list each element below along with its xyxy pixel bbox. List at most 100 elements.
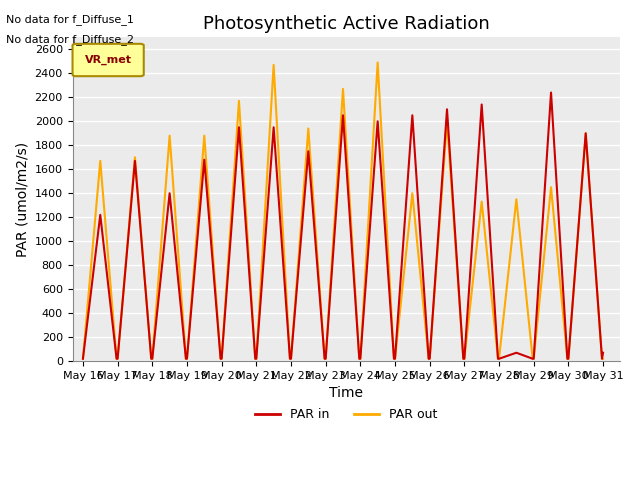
PAR in xyxy=(200,157,208,163)
PAR in xyxy=(563,356,571,361)
PAR out xyxy=(494,356,502,361)
PAR in xyxy=(270,124,278,130)
PAR in xyxy=(339,112,347,118)
PAR in xyxy=(443,107,451,112)
PAR in xyxy=(148,356,156,361)
PAR out xyxy=(391,356,399,361)
PAR in xyxy=(305,148,312,154)
PAR out xyxy=(582,131,589,136)
PAR out xyxy=(217,356,225,361)
PAR out xyxy=(599,356,607,361)
PAR out xyxy=(200,133,208,139)
PAR in xyxy=(374,119,381,124)
PAR out xyxy=(425,356,433,361)
PAR in xyxy=(79,356,87,361)
PAR in xyxy=(183,356,191,361)
PAR in xyxy=(321,356,328,361)
PAR in xyxy=(598,356,606,361)
PAR in xyxy=(391,356,399,361)
PAR out xyxy=(131,155,139,160)
PAR in xyxy=(495,356,503,361)
PAR in xyxy=(114,356,122,361)
PAR out xyxy=(564,356,572,361)
PAR in xyxy=(147,356,155,361)
PAR out xyxy=(287,356,295,361)
PAR out xyxy=(322,356,330,361)
PAR out xyxy=(113,356,120,361)
Title: Photosynthetic Active Radiation: Photosynthetic Active Radiation xyxy=(203,15,490,33)
PAR out xyxy=(270,62,278,68)
PAR in xyxy=(426,356,433,361)
PAR out xyxy=(148,356,156,361)
PAR out xyxy=(355,356,363,361)
PAR in xyxy=(252,356,259,361)
PAR in xyxy=(355,356,363,361)
Line: PAR out: PAR out xyxy=(83,62,603,359)
PAR out xyxy=(461,356,468,361)
Text: No data for f_Diffuse_1: No data for f_Diffuse_1 xyxy=(6,14,134,25)
PAR out xyxy=(339,86,347,92)
PAR out xyxy=(460,356,467,361)
PAR in xyxy=(218,356,225,361)
PAR out xyxy=(114,356,122,361)
PAR in xyxy=(356,356,364,361)
PAR out xyxy=(286,356,294,361)
Line: PAR in: PAR in xyxy=(83,93,603,359)
Text: No data for f_Diffuse_2: No data for f_Diffuse_2 xyxy=(6,34,134,45)
PAR out xyxy=(182,356,189,361)
PAR out xyxy=(305,126,312,132)
PAR out xyxy=(97,158,104,164)
PAR in xyxy=(408,112,416,118)
PAR in xyxy=(113,356,120,361)
PAR in xyxy=(182,356,189,361)
PAR out xyxy=(183,356,191,361)
PAR out xyxy=(79,356,87,361)
PAR in xyxy=(530,356,538,361)
PAR in xyxy=(460,356,467,361)
PAR out xyxy=(530,356,538,361)
PAR out xyxy=(563,356,571,361)
PAR out xyxy=(390,356,398,361)
PAR out xyxy=(356,356,364,361)
PAR in xyxy=(217,356,225,361)
PAR out xyxy=(374,60,381,65)
PAR in xyxy=(425,356,433,361)
PAR in xyxy=(599,350,607,356)
PAR in xyxy=(235,124,243,130)
PAR out xyxy=(166,133,173,139)
PAR out xyxy=(443,119,451,124)
PAR out xyxy=(408,191,416,196)
PAR in xyxy=(286,356,294,361)
PAR out xyxy=(252,356,259,361)
PAR out xyxy=(218,356,225,361)
X-axis label: Time: Time xyxy=(330,386,364,400)
Legend: PAR in, PAR out: PAR in, PAR out xyxy=(250,403,443,426)
PAR in xyxy=(252,356,260,361)
PAR in xyxy=(494,356,502,361)
PAR out xyxy=(495,356,503,361)
PAR out xyxy=(547,184,555,190)
PAR in xyxy=(97,212,104,218)
PAR in xyxy=(322,356,330,361)
PAR out xyxy=(598,356,606,361)
PAR in xyxy=(582,131,589,136)
PAR out xyxy=(529,356,536,361)
PAR in xyxy=(131,158,139,164)
PAR in xyxy=(166,191,173,196)
Y-axis label: PAR (umol/m2/s): PAR (umol/m2/s) xyxy=(15,142,29,257)
PAR in xyxy=(287,356,295,361)
PAR out xyxy=(235,98,243,104)
PAR in xyxy=(547,90,555,96)
PAR out xyxy=(513,196,520,202)
PAR in xyxy=(390,356,398,361)
PAR in xyxy=(513,350,520,356)
PAR out xyxy=(478,199,486,204)
PAR in xyxy=(529,356,536,361)
PAR out xyxy=(426,356,433,361)
PAR in xyxy=(461,356,468,361)
PAR out xyxy=(147,356,155,361)
PAR in xyxy=(478,102,486,108)
PAR out xyxy=(321,356,328,361)
PAR out xyxy=(252,356,260,361)
PAR in xyxy=(564,356,572,361)
